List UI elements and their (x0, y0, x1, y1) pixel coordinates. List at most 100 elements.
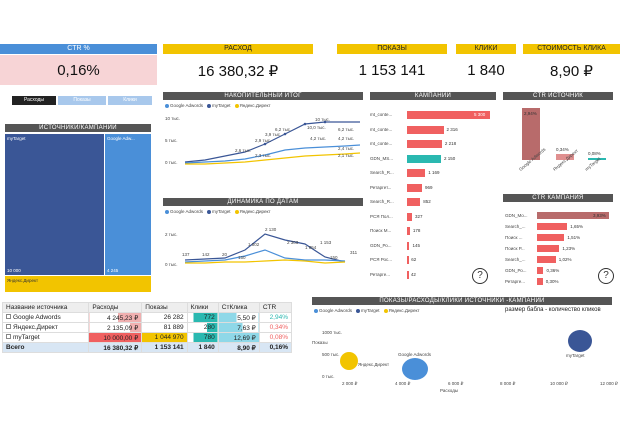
data-label: 6,2 тыс. (275, 127, 292, 132)
col-header[interactable]: Клики (186, 302, 219, 313)
ctr-campaign-bar[interactable] (537, 256, 556, 263)
treemap-tile-google[interactable]: Google Adw... 4 245 (105, 134, 151, 275)
data-label: 2,6 тыс. (235, 148, 252, 153)
ctr-campaign-label: Search_... (505, 224, 526, 229)
campaign-bar[interactable] (407, 169, 426, 177)
ctr-campaign-label: Поиск Р... (505, 246, 525, 251)
campaign-bar[interactable] (407, 125, 444, 134)
bubble-title: ПОКАЗЫ/РАСХОДЫ/КЛИКИ ИСТОЧНИКИ -КАМПАНИИ (312, 297, 612, 305)
table-total-row: Всего 16 380,32 ₽ 1 153 141 1 840 8,90 ₽… (1, 342, 293, 353)
spend-value: 16 380,32 ₽ (197, 63, 279, 80)
data-label: 10 тыс. (315, 117, 331, 122)
cumulative-chart (184, 120, 361, 165)
treemap-value: 10 000 (7, 268, 21, 273)
campaign-value: 178 (412, 228, 421, 233)
ctr-source-bar[interactable] (556, 153, 574, 160)
ctr-campaign-value: 1,65% (570, 224, 583, 229)
campaign-value: 145 (412, 242, 420, 248)
ctr-campaign-value: 3,93% (593, 213, 606, 218)
ctr-source-title: CTR ИСТОЧНИК (503, 92, 613, 100)
treemap-tile-yandex[interactable]: Яндекс.Директ (5, 276, 151, 292)
campaign-bar[interactable] (407, 270, 409, 279)
table-row[interactable]: Яндекс.Директ 2 135,09 ₽ 81 889 280 7,63… (1, 322, 293, 333)
toggle-spend-button[interactable]: Расходы (12, 96, 56, 105)
x-tick: 4 000 ₽ (395, 381, 411, 386)
campaign-value: 2 316 (446, 126, 458, 132)
data-label: 137 (182, 252, 190, 257)
campaign-label: mt_conte... (370, 126, 393, 132)
campaign-bar[interactable] (407, 212, 412, 221)
ctr-campaign-bar[interactable] (537, 234, 565, 241)
campaign-bar[interactable] (407, 227, 410, 235)
campaign-bar[interactable] (407, 198, 421, 206)
table-row[interactable]: Google Adwords 4 245,23 ₽ 26 282 772 5,5… (1, 312, 293, 323)
ctr-value: 0,16% (57, 62, 100, 79)
ctr-campaign-bar[interactable] (537, 278, 543, 285)
campaigns-title: КАМПАНИИ (370, 92, 496, 100)
bubble-size-note: размер бабла - количество кликов (505, 307, 601, 313)
campaign-bar[interactable] (407, 154, 442, 163)
help-icon[interactable]: ? (472, 268, 488, 284)
expand-icon[interactable] (6, 314, 11, 319)
bubble-yandex[interactable] (340, 352, 358, 370)
campaign-bar[interactable] (407, 111, 490, 119)
data-label: 2 303 (287, 240, 299, 245)
campaign-bar[interactable] (407, 256, 409, 264)
data-label: 142 (202, 252, 210, 257)
toggle-impressions-button[interactable]: Показы (58, 96, 106, 105)
ctr-source-bar[interactable] (522, 108, 540, 160)
bubble-mytarget[interactable] (568, 330, 592, 352)
col-header[interactable]: СтКлика (217, 302, 260, 313)
campaign-label: mt_conte... (370, 141, 393, 146)
ctr-campaign-bar[interactable] (537, 223, 568, 230)
col-header[interactable]: CTR (258, 302, 293, 313)
ctr-campaign-label: Ретарге... (505, 279, 525, 284)
expand-icon[interactable] (6, 324, 11, 329)
data-label: 10,0 тыс. (307, 125, 326, 130)
bubble-legend: Google Adwords myTarget Яндекс.Директ (314, 308, 420, 313)
ctr-campaign-value: 0,30% (545, 279, 559, 284)
y-tick: 500 тыс. (322, 352, 340, 357)
data-label: 4,2 тыс. (310, 136, 327, 141)
ctr-source-bar[interactable] (588, 158, 606, 160)
help-icon[interactable]: ? (598, 268, 614, 284)
y-tick: 2 тыс. (165, 232, 178, 237)
col-header[interactable]: Название источника (1, 302, 90, 313)
y-axis-label: Показы (312, 340, 328, 345)
table-row[interactable]: myTarget 10 000,00 ₽ 1 044 970 780 12,69… (1, 332, 293, 343)
data-label: 2 130 (265, 227, 277, 232)
col-header[interactable]: Расходы (88, 302, 143, 313)
campaign-bar[interactable] (407, 241, 410, 250)
data-label: 2,3 тыс. (255, 153, 272, 158)
campaign-value: 5 300 (474, 112, 486, 117)
x-tick: 8 000 ₽ (500, 381, 516, 386)
bubble-label: myTarget (566, 353, 585, 358)
cumulative-legend: Google Adwords myTarget Яндекс.Директ (165, 103, 271, 108)
toggle-clicks-button[interactable]: Клики (108, 96, 152, 105)
dynamics-title: ДИНАМИКА ПО ДАТАМ (163, 198, 363, 206)
expand-icon[interactable] (6, 334, 11, 339)
dynamics-chart (184, 233, 346, 264)
ctr-campaign-bar[interactable] (537, 212, 609, 219)
ctr-campaign-title: CTR КАМПАНИЯ (503, 194, 613, 202)
treemap-tile-mytarget[interactable]: myTarget 10 000 (5, 134, 104, 275)
campaign-value: 327 (414, 213, 423, 219)
ctr-card (0, 55, 157, 85)
x-tick: 12 000 ₽ (600, 381, 618, 386)
ctr-campaign-bar[interactable] (537, 267, 544, 274)
y-tick: 0 тыс. (322, 374, 335, 379)
campaign-bar[interactable] (407, 183, 422, 192)
col-header[interactable]: Показы (141, 302, 188, 313)
campaign-bar[interactable] (407, 140, 442, 148)
campaign-value: 969 (424, 184, 433, 190)
source-table: Название источника Расходы Показы Клики … (1, 302, 293, 353)
bubble-google[interactable] (402, 358, 428, 380)
data-label: 150 (238, 255, 246, 260)
ctr-campaign-value: 1,02% (558, 257, 572, 262)
cumulative-title: НАКОПИТЕЛЬНЫЙ ИТОГ (163, 92, 363, 100)
x-tick: 2 000 ₽ (342, 381, 358, 386)
bubble-label: Google Adwords (398, 352, 432, 357)
ctr-campaign-bar[interactable] (537, 245, 560, 252)
campaign-label: mt_conte... (370, 112, 393, 117)
data-label: 1 854 (305, 245, 317, 250)
